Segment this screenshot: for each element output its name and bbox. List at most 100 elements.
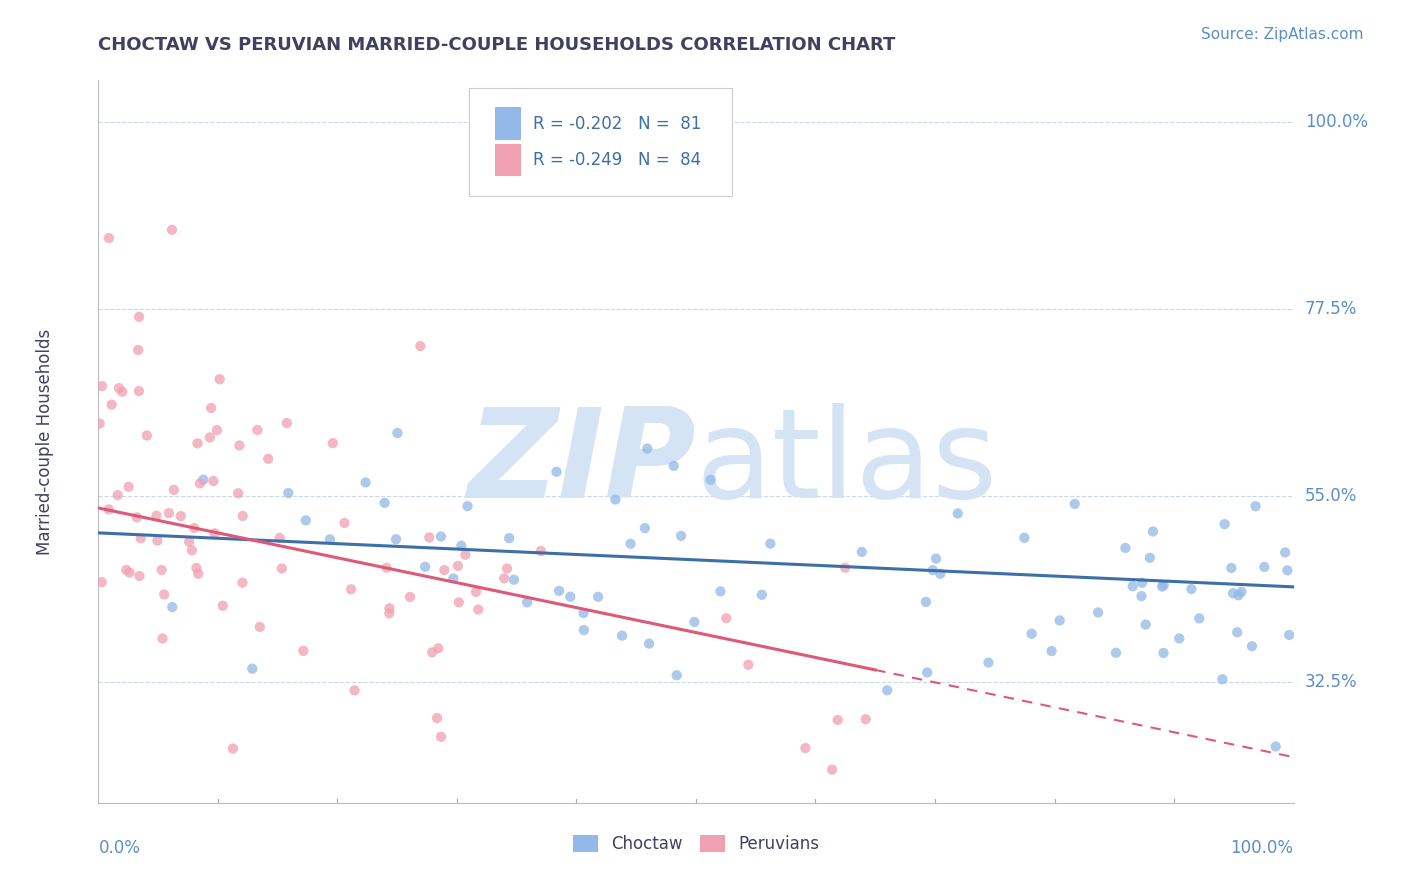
Text: atlas: atlas	[696, 402, 998, 524]
Point	[834, 560, 856, 574]
Point	[851, 545, 873, 559]
Point	[111, 384, 134, 399]
Point	[257, 451, 280, 466]
Point	[427, 641, 450, 656]
Point	[378, 601, 401, 615]
Point	[454, 548, 477, 562]
Point	[343, 683, 366, 698]
Point	[183, 521, 205, 535]
Point	[115, 563, 138, 577]
Point	[737, 657, 759, 672]
Point	[208, 372, 231, 386]
Point	[413, 559, 436, 574]
Point	[751, 588, 773, 602]
Point	[322, 436, 344, 450]
Point	[1180, 582, 1202, 596]
Point	[572, 606, 595, 620]
Text: 55.0%: 55.0%	[1305, 486, 1357, 505]
Text: 32.5%: 32.5%	[1305, 673, 1357, 691]
Point	[90, 575, 112, 590]
Point	[572, 623, 595, 637]
Point	[1264, 739, 1286, 754]
FancyBboxPatch shape	[470, 87, 733, 196]
Point	[1153, 646, 1175, 660]
Point	[977, 656, 1000, 670]
Point	[610, 629, 633, 643]
Point	[232, 508, 254, 523]
Point	[1244, 500, 1267, 514]
Text: R = -0.202   N =  81: R = -0.202 N = 81	[533, 115, 702, 133]
Point	[929, 566, 952, 581]
Point	[634, 521, 657, 535]
Point	[699, 473, 721, 487]
Point	[1114, 541, 1136, 555]
Point	[925, 551, 948, 566]
Point	[375, 560, 398, 574]
Point	[1153, 578, 1175, 592]
Point	[494, 571, 516, 585]
Point	[378, 607, 401, 621]
Point	[269, 531, 291, 545]
Point	[548, 583, 571, 598]
Text: R = -0.249   N =  84: R = -0.249 N = 84	[533, 151, 702, 169]
Point	[118, 566, 141, 580]
Point	[202, 474, 225, 488]
Point	[157, 506, 180, 520]
Point	[193, 473, 215, 487]
Point	[855, 712, 877, 726]
Point	[135, 428, 157, 442]
Point	[409, 339, 432, 353]
Point	[205, 423, 228, 437]
Point	[292, 644, 315, 658]
Point	[340, 582, 363, 597]
Point	[457, 499, 479, 513]
Text: 77.5%: 77.5%	[1305, 300, 1357, 318]
Point	[921, 563, 943, 577]
Bar	[495, 107, 522, 140]
Point	[146, 533, 169, 548]
Point	[662, 458, 685, 473]
Point	[1130, 575, 1153, 590]
Point	[450, 539, 472, 553]
Point	[198, 430, 221, 444]
Point	[669, 529, 692, 543]
Point	[153, 587, 176, 601]
Point	[503, 573, 526, 587]
Point	[516, 595, 538, 609]
Point	[97, 231, 120, 245]
Point	[152, 632, 174, 646]
Bar	[495, 144, 522, 176]
Point	[1222, 586, 1244, 600]
Point	[128, 384, 150, 398]
Point	[1040, 644, 1063, 658]
Point	[127, 343, 149, 357]
Point	[128, 310, 150, 324]
Text: Source: ZipAtlas.com: Source: ZipAtlas.com	[1201, 27, 1364, 42]
Point	[387, 425, 409, 440]
Point	[1213, 517, 1236, 532]
Point	[827, 713, 849, 727]
Point	[160, 223, 183, 237]
Point	[1226, 625, 1249, 640]
Point	[467, 602, 489, 616]
Point	[333, 516, 356, 530]
Point	[128, 569, 150, 583]
Point	[709, 584, 731, 599]
Point	[211, 599, 233, 613]
Point	[276, 416, 298, 430]
Point	[759, 536, 782, 550]
Point	[433, 563, 456, 577]
Point	[100, 398, 122, 412]
Point	[150, 563, 173, 577]
Point	[108, 381, 131, 395]
Point	[1152, 580, 1174, 594]
Point	[294, 513, 316, 527]
Point	[187, 566, 209, 581]
Point	[399, 590, 422, 604]
Point	[240, 662, 263, 676]
Point	[1220, 561, 1243, 575]
Point	[465, 585, 488, 599]
Point	[876, 683, 898, 698]
Text: CHOCTAW VS PERUVIAN MARRIED-COUPLE HOUSEHOLDS CORRELATION CHART: CHOCTAW VS PERUVIAN MARRIED-COUPLE HOUSE…	[98, 36, 896, 54]
Point	[249, 620, 271, 634]
